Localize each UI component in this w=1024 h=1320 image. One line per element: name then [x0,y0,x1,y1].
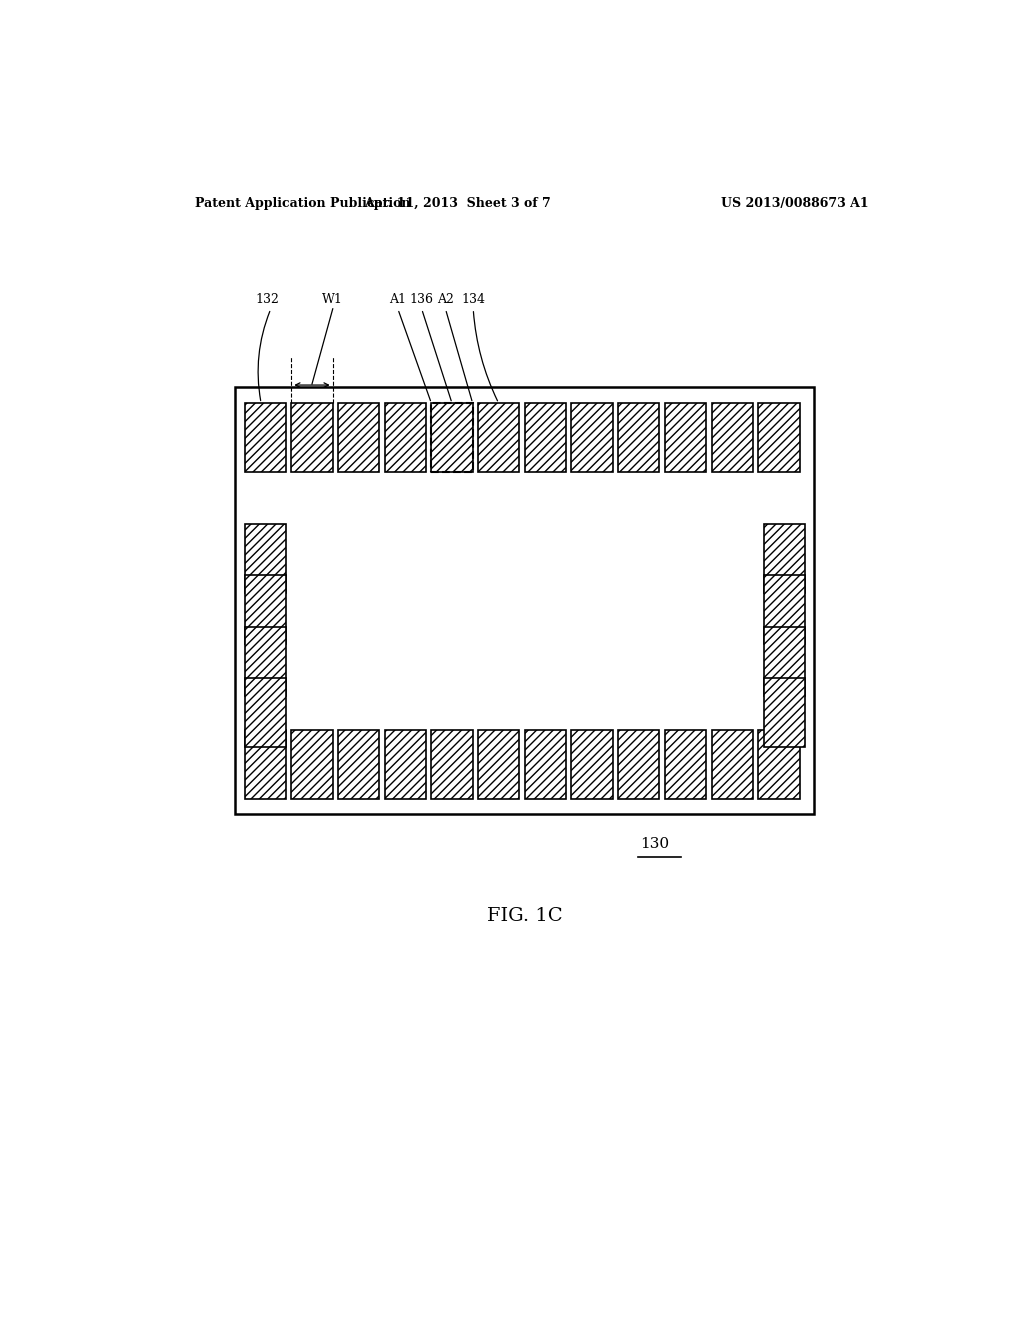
Bar [385,730,426,799]
Bar [245,678,286,747]
Bar [571,404,612,473]
Bar [385,404,426,473]
Bar [571,730,612,799]
Bar [764,627,805,696]
Bar [478,730,519,799]
Text: A2: A2 [437,293,454,306]
Bar [478,404,519,473]
Bar [665,730,707,799]
Bar [245,576,286,644]
Bar [245,404,286,473]
Text: FIG. 1C: FIG. 1C [487,907,562,924]
Bar [758,730,800,799]
Bar [764,524,805,593]
Bar [524,730,566,799]
Text: Patent Application Publication: Patent Application Publication [196,197,411,210]
Bar [712,404,753,473]
Bar [245,627,286,696]
Bar [524,404,566,473]
Bar [431,404,473,473]
Bar [245,524,286,593]
Bar [431,404,473,473]
Bar [292,730,333,799]
Bar [618,730,659,799]
Bar [758,404,800,473]
Text: Apr. 11, 2013  Sheet 3 of 7: Apr. 11, 2013 Sheet 3 of 7 [364,197,551,210]
Bar [764,678,805,747]
Bar [665,404,707,473]
Text: W1: W1 [323,293,343,306]
Text: 132: 132 [255,293,279,306]
Bar [712,730,753,799]
Bar [292,404,333,473]
Bar [245,730,286,799]
Text: 130: 130 [640,837,669,851]
Text: A1: A1 [389,293,407,306]
Bar [338,404,379,473]
Text: 134: 134 [461,293,485,306]
Bar [431,730,473,799]
Bar [764,576,805,644]
Bar [618,404,659,473]
Bar [338,730,379,799]
Bar [236,387,814,814]
Text: 136: 136 [410,293,433,306]
Text: US 2013/0088673 A1: US 2013/0088673 A1 [721,197,868,210]
